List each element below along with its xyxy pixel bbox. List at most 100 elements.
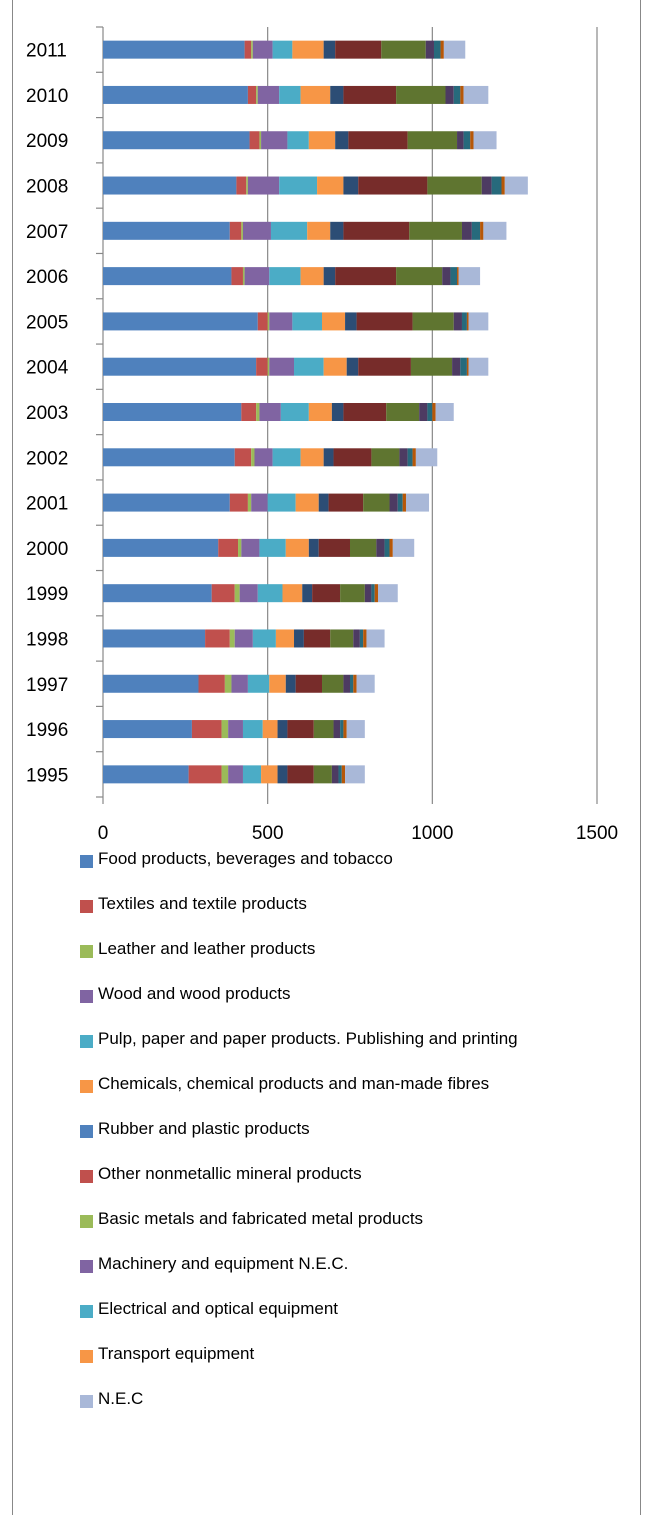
legend-label: Electrical and optical equipment xyxy=(98,1299,339,1318)
bar-segment xyxy=(350,538,377,557)
bar-segment xyxy=(103,131,250,150)
bar-segment xyxy=(343,720,347,739)
y-tick-label: 1995 xyxy=(26,765,68,786)
bar-segment xyxy=(407,448,413,467)
bar-segment xyxy=(463,85,489,104)
bar-segment xyxy=(338,765,342,784)
bar-segment xyxy=(333,448,372,467)
bar-segment xyxy=(425,40,434,59)
chart-frame xyxy=(12,0,641,1515)
bar-segment xyxy=(259,538,286,557)
bar-segment xyxy=(244,267,270,286)
bar-segment xyxy=(287,765,314,784)
bar-segment xyxy=(386,403,420,421)
legend-label: Pulp, paper and paper products. Publishi… xyxy=(98,1029,518,1048)
tick-labels: 0 500 1000 1500 2011 2010 2009 2008 2007 2006 2005… xyxy=(26,41,618,844)
y-tick-label: 2001 xyxy=(26,494,68,515)
legend-item: Textiles and textile products xyxy=(80,895,620,940)
bar-segment xyxy=(376,538,385,557)
bar-segment xyxy=(328,493,364,512)
bar-segment xyxy=(340,720,344,739)
bar-segment xyxy=(466,357,469,376)
bar-segment xyxy=(440,40,444,59)
bar-segment xyxy=(241,403,257,421)
bar-segment xyxy=(238,538,242,557)
bar-segment xyxy=(279,85,301,104)
bar-segment xyxy=(341,765,346,784)
bar-segment xyxy=(442,267,451,286)
bar-segment xyxy=(322,312,346,331)
bar-segment xyxy=(191,720,222,739)
bar-segment xyxy=(269,674,286,693)
bar-segment xyxy=(353,629,360,648)
bar-segment xyxy=(247,674,270,693)
bar-segment xyxy=(277,765,288,784)
bar-segment xyxy=(198,674,225,693)
bar-segment xyxy=(396,85,446,104)
bar-segment xyxy=(272,40,293,59)
x-tick-label: 0 xyxy=(98,823,109,844)
bar-segment xyxy=(343,674,350,693)
bar-segment xyxy=(335,267,397,286)
bar-segment xyxy=(247,85,257,104)
bar-segment xyxy=(308,131,336,150)
bar-segment xyxy=(419,403,428,421)
bar-segment xyxy=(412,312,454,331)
bar-segment xyxy=(313,720,334,739)
bar-segment xyxy=(256,403,260,421)
bar-segment xyxy=(242,765,262,784)
bar-segment xyxy=(280,403,309,421)
bar-segment xyxy=(463,131,471,150)
bar-segment xyxy=(285,674,296,693)
bar-segment xyxy=(318,493,329,512)
bar-segment xyxy=(229,221,242,240)
bar-segment xyxy=(461,312,467,331)
bar-segment xyxy=(460,85,464,104)
y-tick-label: 1998 xyxy=(26,629,68,650)
bar-segment xyxy=(279,176,318,195)
bar-segment xyxy=(103,584,212,603)
bar-segment xyxy=(221,720,229,739)
bar-segment xyxy=(427,403,433,421)
bar-segment xyxy=(323,40,336,59)
bar-segment xyxy=(262,720,278,739)
bar-segment xyxy=(254,448,273,467)
bar-segment xyxy=(221,765,229,784)
bar-segment xyxy=(241,221,243,240)
bar-segment xyxy=(457,131,464,150)
bar-segment xyxy=(234,448,252,467)
bar-segment xyxy=(103,720,192,739)
bar-segment xyxy=(384,538,390,557)
bar-segment xyxy=(103,448,235,467)
legend-swatch xyxy=(80,1350,93,1363)
bar-segment xyxy=(381,40,426,59)
bar-segment xyxy=(259,131,262,150)
bar-segment xyxy=(103,221,230,240)
legend-label: Textiles and textile products xyxy=(98,894,307,913)
y-tick-label: 2009 xyxy=(26,131,68,152)
bar-segment xyxy=(457,267,459,286)
bar-segment xyxy=(300,448,324,467)
bar-segment xyxy=(256,357,268,376)
bar-segment xyxy=(389,538,393,557)
bar-segment xyxy=(330,221,344,240)
bar-segment xyxy=(103,629,206,648)
bar-segment xyxy=(259,403,281,421)
legend-item: Food products, beverages and tobacco xyxy=(80,850,620,895)
bar-segment xyxy=(282,584,303,603)
y-tick-label: 1997 xyxy=(26,675,68,696)
bar-segment xyxy=(292,312,323,331)
bar-segment xyxy=(228,765,243,784)
bar-segment xyxy=(343,221,410,240)
bar-segment xyxy=(453,85,461,104)
bar-segment xyxy=(466,312,469,331)
bar-segment xyxy=(103,403,242,421)
bar-segment xyxy=(251,40,253,59)
bar-segment xyxy=(267,357,270,376)
bar-segment xyxy=(346,720,365,739)
legend-swatch xyxy=(80,900,93,913)
y-tick-label: 2010 xyxy=(26,86,68,107)
bar-segment xyxy=(252,629,276,648)
bar-segment xyxy=(300,267,324,286)
bar-segment xyxy=(228,720,243,739)
